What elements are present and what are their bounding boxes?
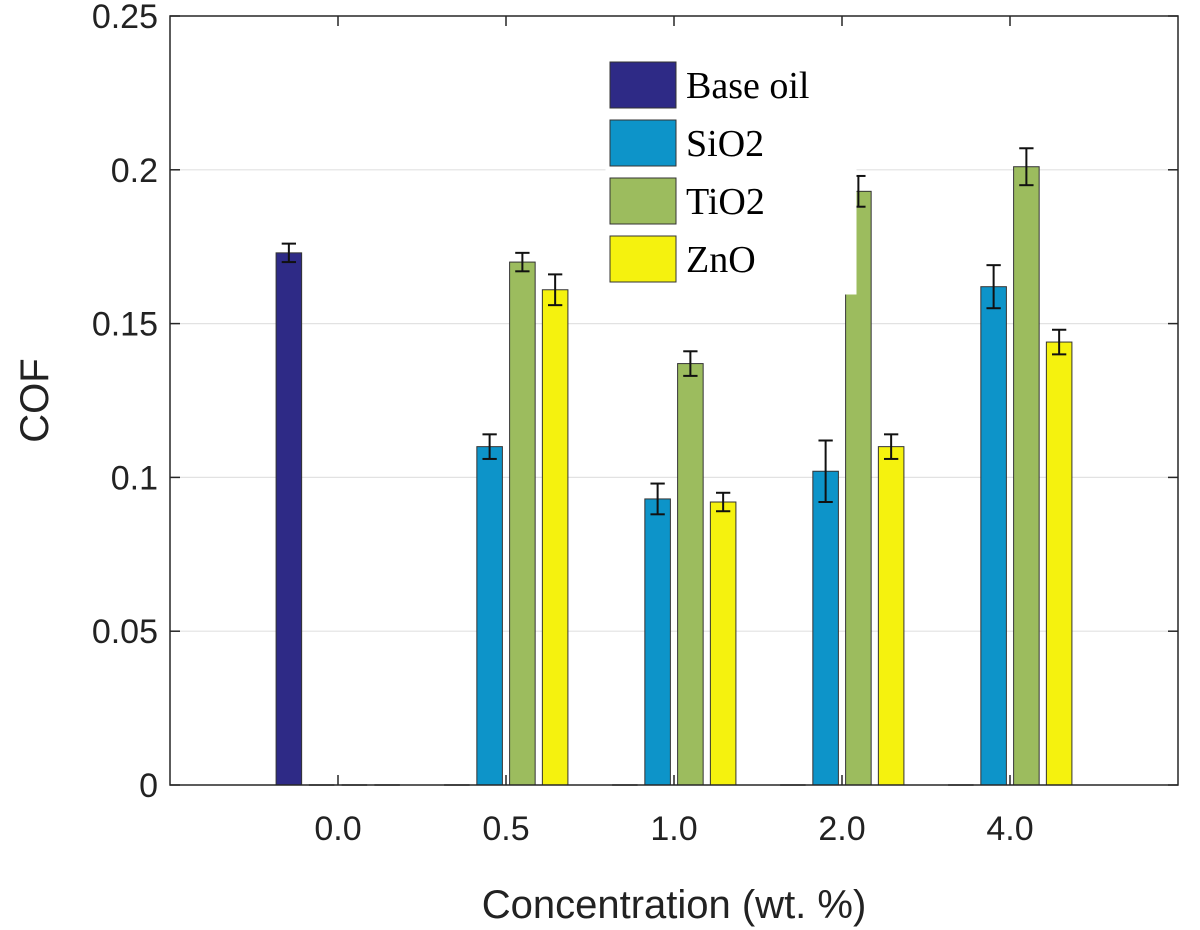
y-axis-ticks: 0 0.05 0.1 0.15 0.2 0.25 [92,0,1178,805]
x-tick-label: 0.5 [482,810,529,848]
bar-zno [541,289,569,786]
bar-zno [709,501,737,786]
y-axis-title: COF [13,358,57,442]
bars [275,166,1073,786]
legend-swatch [609,61,677,109]
bar-zno [877,446,905,786]
y-tick-label: 0.2 [111,152,158,190]
legend-swatch [609,235,677,283]
bar-tio2 [677,363,704,786]
x-tick-label: 4.0 [986,810,1033,848]
y-tick-label: 0.15 [92,306,158,344]
x-tick-label: 2.0 [818,810,865,848]
y-tick-label: 0.05 [92,613,158,651]
legend: Base oil SiO2 TiO2 ZnO [605,57,857,295]
y-tick-label: 0.1 [111,459,158,497]
error-bars [281,147,1067,516]
bar-sio2 [644,498,671,786]
x-tick-label: 1.0 [650,810,697,848]
legend-label: Base oil [686,65,809,107]
y-tick-label: 0 [139,767,158,805]
bar-sio2 [812,470,839,786]
x-axis-title: Concentration (wt. %) [482,883,867,927]
bar-zno [1045,341,1073,786]
legend-label: SiO2 [686,123,764,165]
x-axis-ticks: 0.0 0.5 1.0 2.0 4.0 [314,16,1034,848]
bar-sio2 [980,286,1007,786]
x-tick-label: 0.0 [314,810,361,848]
legend-swatch [609,119,677,167]
bar-tio2 [1013,166,1040,786]
bar-sio2 [476,446,503,786]
y-tick-label: 0.25 [92,0,158,36]
bar-tio2 [509,261,536,786]
bar-base-oil [275,252,303,786]
legend-swatch [609,177,677,225]
legend-label: ZnO [686,239,756,281]
legend-label: TiO2 [686,181,765,223]
